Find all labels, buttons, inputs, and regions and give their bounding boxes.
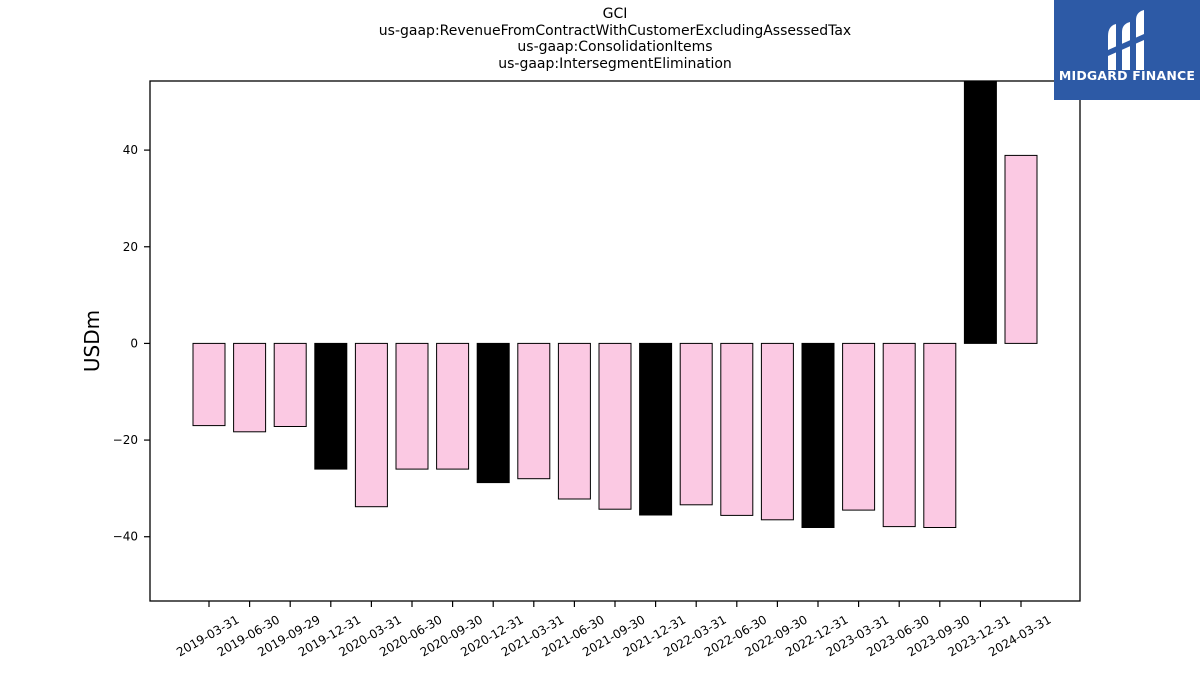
bar-2020-09-30 bbox=[436, 342, 470, 470]
bar-2022-12-31 bbox=[801, 342, 835, 528]
bar-2019-09-29 bbox=[273, 342, 307, 427]
bar-2022-06-30 bbox=[720, 342, 754, 516]
bar-2023-06-30 bbox=[882, 342, 916, 528]
title-member: us-gaap:IntersegmentElimination bbox=[498, 55, 732, 72]
bar-2022-03-31 bbox=[679, 342, 713, 506]
logo-text: MIDGARD FINANCE bbox=[1058, 68, 1196, 83]
chart-title: GCI us-gaap:RevenueFromContractWithCusto… bbox=[150, 6, 1080, 72]
bar-2022-09-30 bbox=[760, 342, 794, 521]
logo-mark-icon bbox=[1108, 10, 1144, 70]
title-axis: us-gaap:ConsolidationItems bbox=[517, 39, 713, 55]
y-tick-label: −20 bbox=[113, 433, 138, 447]
bar-2021-03-31 bbox=[517, 342, 551, 480]
y-tick-label: 40 bbox=[123, 143, 138, 157]
bar-2023-03-31 bbox=[842, 342, 876, 511]
bar-2019-03-31 bbox=[192, 342, 226, 427]
bar-2020-06-30 bbox=[395, 342, 429, 470]
bar-2023-12-31 bbox=[963, 81, 997, 344]
y-axis-label: USDm bbox=[80, 310, 104, 372]
bar-2020-12-31 bbox=[476, 342, 510, 484]
title-company: GCI bbox=[602, 6, 628, 22]
bar-2020-03-31 bbox=[354, 342, 388, 508]
bar-2023-09-30 bbox=[923, 342, 957, 528]
bar-2019-06-30 bbox=[233, 342, 267, 433]
bars-group bbox=[192, 81, 1038, 528]
bar-2021-12-31 bbox=[639, 342, 673, 516]
brand-logo: MIDGARD FINANCE bbox=[1054, 0, 1200, 100]
title-concept: us-gaap:RevenueFromContractWithCustomerE… bbox=[378, 22, 852, 39]
bar-2021-09-30 bbox=[598, 342, 632, 510]
y-tick-label: 0 bbox=[130, 336, 138, 350]
bar-2021-06-30 bbox=[557, 342, 591, 500]
y-tick-label: 20 bbox=[123, 240, 138, 254]
bar-2024-03-31 bbox=[1004, 154, 1038, 344]
y-tick-label: −40 bbox=[113, 530, 138, 544]
bar-2019-12-31 bbox=[314, 342, 348, 470]
